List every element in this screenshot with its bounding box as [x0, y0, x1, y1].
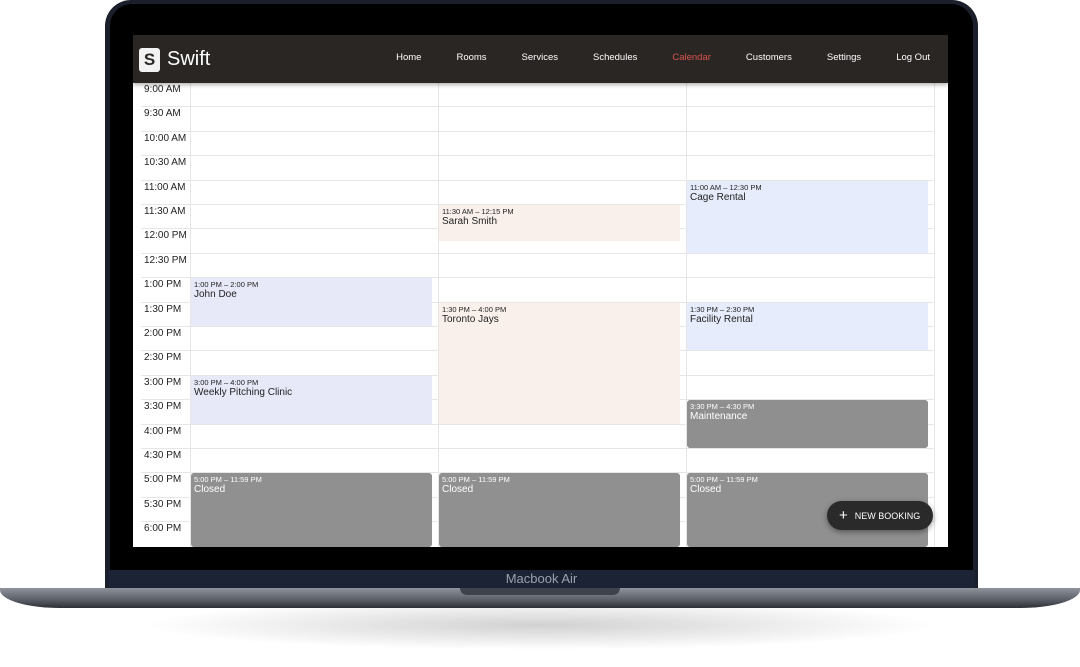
- time-label: 4:30 PM: [144, 450, 182, 461]
- calendar-event[interactable]: 1:00 PM – 2:00 PM John Doe: [191, 278, 432, 326]
- logo-icon[interactable]: S: [139, 48, 160, 72]
- time-label: 4:00 PM: [144, 425, 182, 437]
- calendar-event[interactable]: 11:30 AM – 12:15 PM Sarah Smith: [439, 205, 680, 241]
- time-label: 1:00 PM: [144, 279, 182, 291]
- calendar-event[interactable]: 5:00 PM – 11:59 PM Closed: [439, 473, 680, 547]
- event-title: Weekly Pitching Clinic: [194, 386, 293, 398]
- event-title: Toronto Jays: [442, 313, 499, 325]
- column-divider: [190, 82, 191, 547]
- time-label: 10:00 AM: [144, 132, 187, 144]
- event-time: 5:00 PM – 11:59 PM: [690, 475, 758, 485]
- event-time: 3:30 PM – 4:30 PM: [690, 402, 755, 412]
- time-row[interactable]: 9:00 AM: [141, 82, 935, 107]
- brand-name[interactable]: Swift: [167, 48, 211, 70]
- time-row[interactable]: 11:00 AM: [141, 179, 935, 205]
- time-label: 9:00 AM: [144, 84, 181, 95]
- plus-icon: +: [839, 507, 848, 524]
- time-row[interactable]: 1:00 PM: [141, 277, 935, 302]
- time-label: 12:00 PM: [144, 230, 187, 242]
- nav-services[interactable]: Services: [521, 52, 558, 63]
- time-label: 11:00 AM: [144, 181, 186, 193]
- device-shadow: [140, 600, 940, 650]
- time-row[interactable]: 12:30 PM: [141, 252, 935, 278]
- time-row[interactable]: 9:30 AM: [141, 106, 935, 131]
- nav-settings[interactable]: Settings: [826, 52, 862, 63]
- event-time: 1:30 PM – 4:00 PM: [442, 304, 507, 314]
- app-screen: S Swift Home Rooms Services Schedules Calend…: [133, 35, 948, 547]
- time-row[interactable]: 10:30 AM: [141, 155, 935, 180]
- event-title: Cage Rental: [690, 191, 746, 203]
- time-label: 2:00 PM: [144, 328, 182, 339]
- time-label: 6:00 PM: [144, 523, 182, 535]
- event-time: 5:00 PM – 11:59 PM: [442, 475, 510, 485]
- time-label: 3:30 PM: [144, 401, 182, 413]
- time-label: 9:30 AM: [144, 108, 181, 120]
- nav-home[interactable]: Home: [396, 52, 422, 63]
- laptop-notch: [460, 588, 620, 595]
- event-title: Sarah Smith: [442, 216, 498, 227]
- time-label: 12:30 PM: [144, 254, 187, 266]
- event-time: 11:00 AM – 12:30 PM: [690, 182, 762, 192]
- column-divider: [934, 82, 935, 547]
- calendar-event[interactable]: 5:00 PM – 11:59 PM Closed: [191, 473, 432, 547]
- event-time: 5:00 PM – 11:59 PM: [194, 475, 262, 485]
- nav-links: Home Rooms Services Schedules Calendar Custom…: [361, 52, 930, 63]
- nav-rooms[interactable]: Rooms: [456, 52, 487, 63]
- event-time: 1:00 PM – 2:00 PM: [194, 280, 259, 290]
- time-row[interactable]: 5:00 PM: [141, 472, 935, 497]
- new-booking-label: NEW BOOKING: [854, 511, 921, 521]
- time-row[interactable]: 1:30 PM: [141, 301, 935, 327]
- calendar-event[interactable]: 3:30 PM – 4:30 PM Maintenance: [687, 400, 928, 448]
- event-title: Closed: [442, 484, 474, 496]
- time-label: 5:30 PM: [144, 498, 182, 510]
- event-title: Closed: [194, 484, 226, 496]
- time-label: 3:00 PM: [144, 376, 182, 388]
- time-row[interactable]: 11:30 AM: [141, 204, 935, 229]
- device-label: Macbook Air: [108, 570, 975, 590]
- calendar-event[interactable]: 11:00 AM – 12:30 PM Cage Rental: [687, 180, 928, 253]
- nav-customers[interactable]: Customers: [745, 52, 792, 63]
- time-label: 10:30 AM: [144, 157, 187, 169]
- top-nav: S Swift Home Rooms Services Schedules Calend…: [133, 35, 948, 83]
- event-title: John Doe: [194, 289, 237, 301]
- calendar-event[interactable]: 1:30 PM – 2:30 PM Facility Rental: [687, 302, 928, 351]
- nav-schedules[interactable]: Schedules: [592, 52, 638, 63]
- event-time: 3:00 PM – 4:00 PM: [194, 377, 259, 387]
- nav-log-out[interactable]: Log Out: [896, 52, 930, 63]
- time-row[interactable]: 4:00 PM: [141, 423, 935, 449]
- nav-calendar[interactable]: Calendar: [672, 52, 711, 63]
- event-title: Facility Rental: [690, 313, 753, 325]
- calendar-event[interactable]: 1:30 PM – 4:00 PM Toronto Jays: [439, 302, 680, 424]
- time-row[interactable]: 10:00 AM: [141, 130, 935, 156]
- event-time: 11:30 AM – 12:15 PM: [442, 207, 514, 216]
- time-label: 5:00 PM: [144, 474, 182, 486]
- event-title: Closed: [690, 484, 722, 496]
- time-label: 2:30 PM: [144, 352, 182, 364]
- time-row[interactable]: 4:30 PM: [141, 448, 935, 473]
- new-booking-button[interactable]: + NEW BOOKING: [827, 501, 933, 530]
- event-time: 1:30 PM – 2:30 PM: [690, 304, 755, 314]
- time-label: 1:30 PM: [144, 303, 182, 315]
- column-divider: [686, 82, 687, 547]
- calendar-event[interactable]: 3:00 PM – 4:00 PM Weekly Pitching Clinic: [191, 375, 432, 424]
- time-label: 11:30 AM: [144, 206, 186, 217]
- laptop-base: [0, 588, 1080, 608]
- column-divider: [438, 82, 439, 547]
- event-title: Maintenance: [690, 411, 748, 423]
